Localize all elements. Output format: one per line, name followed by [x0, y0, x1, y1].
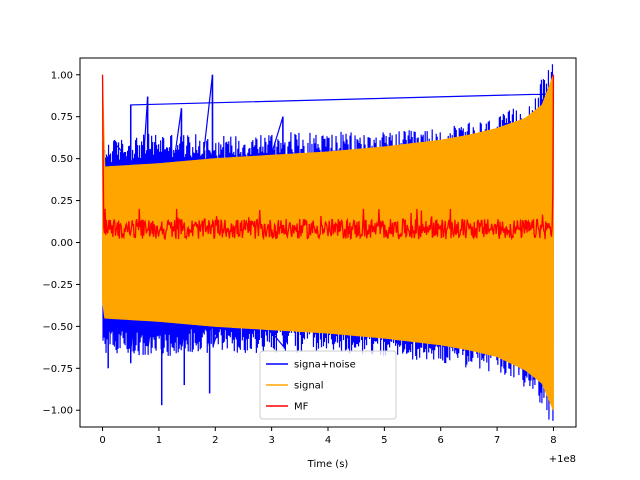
y-tick-label: −0.50: [42, 322, 73, 333]
x-axis: 0 1 2 3 4 5 6 7 8: [99, 427, 557, 446]
y-tick-label: −1.00: [42, 406, 73, 417]
legend: signa+noise signal MF: [259, 350, 397, 420]
legend-label: signal: [294, 381, 324, 392]
y-tick-label: 0.25: [51, 196, 73, 207]
y-tick-label: 1.00: [51, 70, 73, 81]
y-axis: −1.00 −0.75 −0.50 −0.25 0.00 0.25 0.50 0.75 1.00: [42, 70, 80, 417]
x-tick-label: 8: [550, 435, 556, 446]
x-tick-label: 7: [494, 435, 500, 446]
x-tick-label: 6: [438, 435, 444, 446]
x-axis-label: Time (s): [307, 459, 349, 470]
series-line-mf: [101, 74, 555, 241]
y-tick-label: 0.00: [51, 238, 73, 249]
x-tick-label: 2: [212, 435, 218, 446]
x-tick-label: 3: [268, 435, 274, 446]
series-layer: [101, 64, 555, 421]
legend-box: [259, 350, 397, 420]
series-area-signal: [102, 74, 554, 411]
legend-label: signa+noise: [294, 360, 356, 371]
y-tick-label: −0.25: [42, 280, 73, 291]
y-tick-label: −0.75: [42, 364, 73, 375]
x-tick-label: 4: [325, 435, 331, 446]
legend-label: MF: [294, 402, 309, 413]
x-tick-label: 5: [381, 435, 387, 446]
y-tick-label: 0.75: [51, 112, 73, 123]
y-tick-label: 0.50: [51, 154, 73, 165]
x-tick-label: 0: [99, 435, 105, 446]
x-offset-label: +1e8: [549, 454, 576, 465]
x-tick-label: 1: [156, 435, 162, 446]
